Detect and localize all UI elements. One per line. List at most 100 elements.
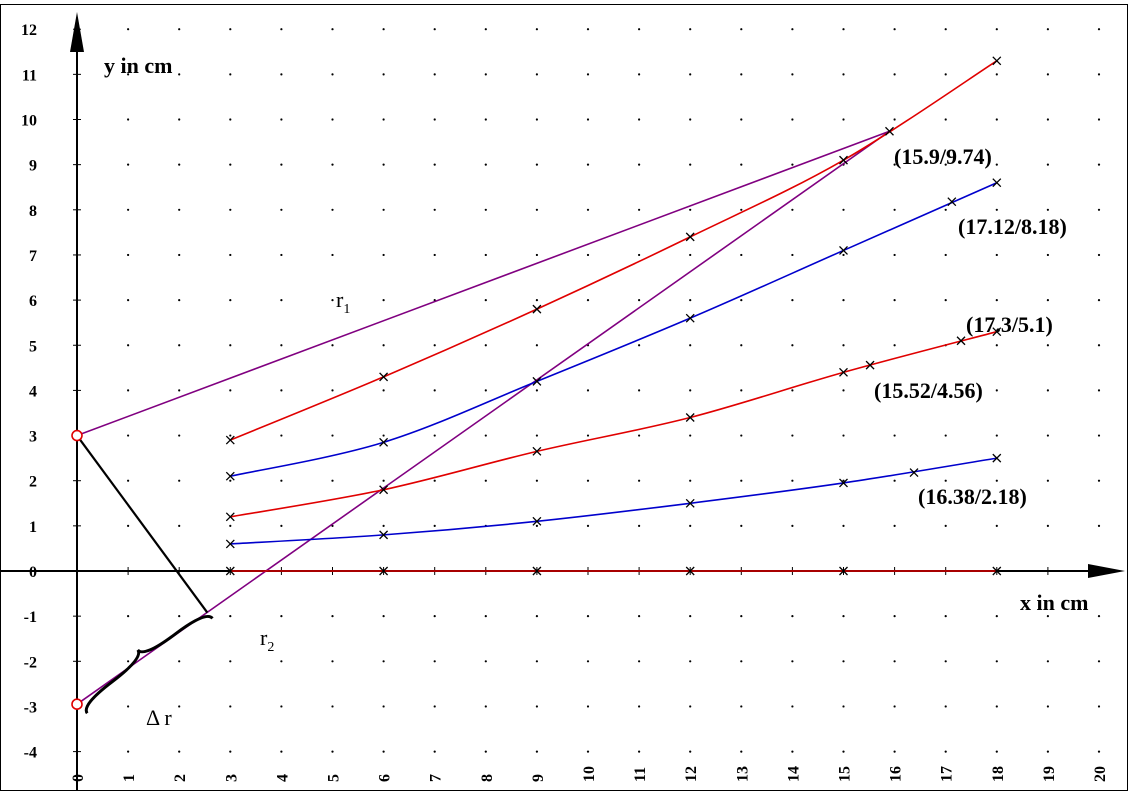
x-tick-label: 14: [785, 766, 802, 782]
grid-dot: [383, 434, 385, 436]
grid-dot: [740, 480, 742, 482]
x-axis-label: x in cm: [1020, 590, 1088, 615]
grid-dot: [178, 525, 180, 527]
grid-dot: [331, 164, 333, 166]
grid-dot: [536, 28, 538, 30]
x-tick-label: 0: [70, 774, 87, 782]
grid-dot: [229, 118, 231, 120]
data-point: [993, 57, 1001, 65]
grid-dot: [383, 660, 385, 662]
delta-r-label: Δ r: [146, 705, 172, 730]
grid-dot: [945, 660, 947, 662]
grid-dot: [536, 705, 538, 707]
grid-dot: [587, 299, 589, 301]
x-tick-label: 3: [223, 774, 240, 782]
x-tick-label: 17: [939, 766, 956, 782]
grid-dot: [485, 209, 487, 211]
y-tick-label: -1: [24, 609, 37, 626]
grid-dot: [280, 615, 282, 617]
grid-dot: [1098, 209, 1100, 211]
grid-dot: [996, 615, 998, 617]
grid-dot: [434, 254, 436, 256]
grid-dot: [331, 209, 333, 211]
grid-dot: [280, 344, 282, 346]
grid-dot: [127, 434, 129, 436]
grid-dot: [638, 28, 640, 30]
grid-dot: [689, 299, 691, 301]
grid-dot: [127, 660, 129, 662]
grid-dot: [280, 660, 282, 662]
grid-dot: [229, 73, 231, 75]
grid-dot: [740, 209, 742, 211]
grid-dot: [1098, 480, 1100, 482]
grid-dot: [383, 344, 385, 346]
grid-dot: [587, 660, 589, 662]
grid-dot: [1098, 615, 1100, 617]
grid-dot: [1047, 615, 1049, 617]
grid-dot: [383, 705, 385, 707]
grid-dot: [740, 660, 742, 662]
grid-dot: [434, 525, 436, 527]
grid-dot: [689, 254, 691, 256]
grid-dot: [383, 480, 385, 482]
grid-dot: [536, 118, 538, 120]
grid-dot: [791, 751, 793, 753]
grid-dot: [536, 164, 538, 166]
grid-dot: [894, 73, 896, 75]
data-point: [686, 314, 694, 322]
point-label: (15.9/9.74): [894, 144, 992, 169]
grid-dot: [1047, 118, 1049, 120]
y-axis-arrow: [70, 12, 84, 52]
grid-dot: [280, 480, 282, 482]
grid-dot: [229, 28, 231, 30]
grid-dot: [587, 751, 589, 753]
grid-dot: [894, 299, 896, 301]
grid-dot: [178, 434, 180, 436]
x-tick-label: 9: [530, 774, 547, 782]
grid-dot: [842, 615, 844, 617]
y-tick-label: 5: [29, 338, 37, 355]
x-tick-label: 4: [274, 774, 291, 782]
grid-dot: [1098, 28, 1100, 30]
grid-dot: [229, 660, 231, 662]
grid-dot: [996, 73, 998, 75]
grid-dot: [689, 751, 691, 753]
x-tick-label: 16: [888, 766, 905, 782]
grid-dot: [689, 434, 691, 436]
grid-dot: [331, 751, 333, 753]
grid-dot: [638, 118, 640, 120]
grid-dot: [127, 480, 129, 482]
grid-dot: [434, 164, 436, 166]
delta-r-brace: [86, 616, 212, 713]
x-tick-label: 10: [581, 766, 598, 782]
grid-dot: [587, 254, 589, 256]
grid-dot: [331, 389, 333, 391]
grid-dot: [280, 705, 282, 707]
grid-dot: [638, 73, 640, 75]
y-tick-label: 3: [29, 429, 37, 446]
grid-dot: [1047, 660, 1049, 662]
x-tick-label: 6: [377, 774, 394, 782]
grid-dot: [485, 751, 487, 753]
y-tick-label: 4: [29, 383, 37, 400]
grid-dot: [1047, 28, 1049, 30]
data-point: [226, 436, 234, 444]
grid-dot: [842, 344, 844, 346]
grid-dot: [791, 434, 793, 436]
grid-dot: [229, 434, 231, 436]
grid-dot: [127, 118, 129, 120]
grid-dot: [1047, 299, 1049, 301]
grid-dot: [127, 615, 129, 617]
grid-dot: [434, 389, 436, 391]
grid-dot: [1047, 389, 1049, 391]
grid-dot: [791, 705, 793, 707]
grid-dot: [894, 615, 896, 617]
r2-label: r2: [260, 625, 274, 655]
grid-dot: [945, 299, 947, 301]
grid-dot: [1047, 751, 1049, 753]
grid-dot: [842, 389, 844, 391]
grid-dot: [178, 209, 180, 211]
grid-dot: [331, 344, 333, 346]
grid-dot: [587, 525, 589, 527]
grid-dot: [587, 480, 589, 482]
